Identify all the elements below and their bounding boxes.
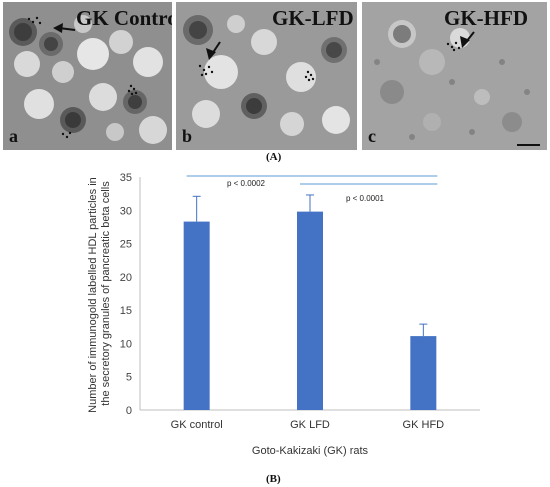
y-tick-label: 0 (126, 405, 132, 417)
y-tick-labels: 0 5 10 15 20 25 30 35 (120, 172, 132, 417)
micrograph-image-b (176, 2, 357, 150)
error-bars (192, 194, 428, 337)
y-axis-title-line2: the secretory granules of pancreatic bet… (100, 181, 112, 406)
y-tick-label: 10 (120, 338, 132, 350)
micrograph-image-a (3, 2, 172, 150)
bar-chart: 0 5 10 15 20 25 30 35 GK control GK LFD GK HFD p … (87, 172, 480, 457)
x-tick-label: GK control (171, 419, 223, 431)
panel-title-c: GK-HFD (444, 6, 528, 30)
y-tick-label: 35 (120, 172, 132, 184)
x-axis-title: Goto-Kakizaki (GK) rats (252, 445, 369, 457)
x-tick-label: GK LFD (290, 419, 330, 431)
x-tick-labels: GK control GK LFD GK HFD (171, 419, 444, 431)
micrograph-panel-c: GK-HFD c (362, 2, 547, 150)
micrograph-panel-b: GK-LFD b (176, 2, 357, 150)
figure-part-b-label: (B) (266, 473, 281, 485)
panel-letter-a: a (9, 126, 18, 146)
y-tick-label: 5 (126, 372, 132, 384)
significance-label: p < 0.0002 (227, 179, 266, 188)
x-tick-label: GK HFD (403, 419, 445, 431)
bars (183, 211, 437, 410)
y-tick-label: 25 (120, 239, 132, 251)
y-tick-label: 20 (120, 272, 132, 284)
bar (410, 336, 437, 410)
panel-letter-c: c (368, 126, 376, 146)
bar (183, 221, 210, 410)
significance-lines: p < 0.0002 p < 0.0001 (186, 175, 438, 203)
y-tick-label: 15 (120, 305, 132, 317)
y-axis-title-line1: Number of immunogold labelled HDL partic… (87, 177, 99, 413)
figure-part-a-label: (A) (266, 151, 282, 163)
bar (297, 211, 323, 410)
panel-title-b: GK-LFD (272, 6, 354, 30)
micrograph-panel-a: GK Control a (3, 2, 172, 150)
panel-letter-b: b (182, 126, 193, 146)
y-axis-title: Number of immunogold labelled HDL partic… (87, 174, 112, 413)
y-tick-label: 30 (120, 205, 132, 217)
micrograph-image-c (362, 2, 547, 150)
significance-label: p < 0.0001 (346, 194, 385, 203)
panel-title-a: GK Control (76, 6, 172, 30)
